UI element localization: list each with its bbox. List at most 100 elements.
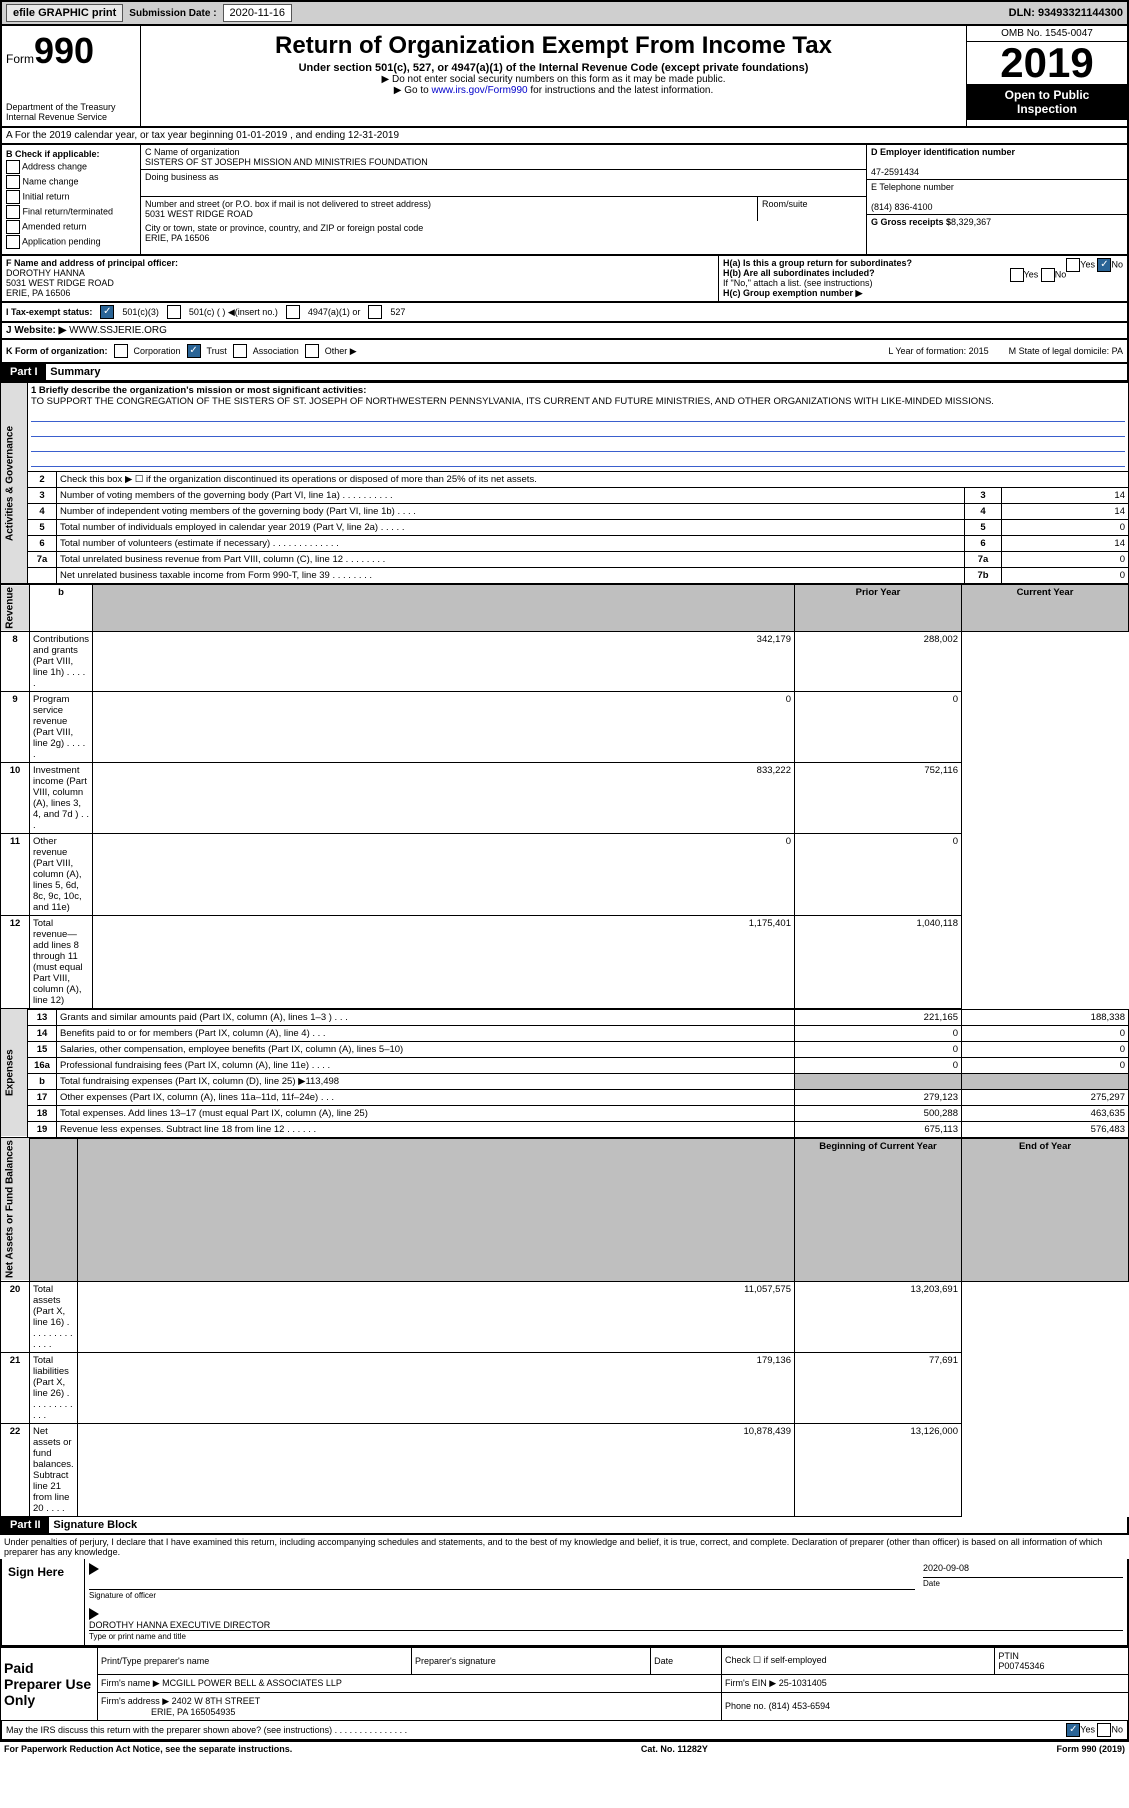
firm-addr: 2402 W 8TH STREET xyxy=(172,1696,261,1706)
irs: Internal Revenue Service xyxy=(6,112,136,122)
ftr-a: For Paperwork Reduction Act Notice, see … xyxy=(4,1744,292,1754)
firm-label: Firm's name ▶ xyxy=(101,1678,160,1688)
revenue-table: Revenue b Prior Year Current Year 8Contr… xyxy=(0,584,1129,1009)
firm-addr-label: Firm's address ▶ xyxy=(101,1696,169,1706)
ein-label: D Employer identification number xyxy=(871,147,1015,157)
firm-name: MCGILL POWER BELL & ASSOCIATES LLP xyxy=(162,1678,342,1688)
room-suite: Room/suite xyxy=(758,197,866,221)
telephone: (814) 836-4100 xyxy=(871,202,933,212)
org-name: SISTERS OF ST JOSEPH MISSION AND MINISTR… xyxy=(145,157,428,167)
form-header: Form990 Department of the Treasury Inter… xyxy=(0,26,1129,128)
chk-trust[interactable]: ✓ xyxy=(187,344,201,358)
dept-treasury: Department of the Treasury xyxy=(6,102,136,112)
form-subtitle: Under section 501(c), 527, or 4947(a)(1)… xyxy=(145,62,962,74)
ptin-label: PTIN xyxy=(998,1651,1019,1661)
k-row: K Form of organization: Corporation ✓Tru… xyxy=(0,340,1129,364)
gross-label: G Gross receipts $ xyxy=(871,217,951,227)
tax-year: 2019 xyxy=(967,42,1127,84)
ha-no[interactable]: ✓ xyxy=(1097,258,1111,272)
website-row: J Website: ▶ WWW.SSJERIE.ORG xyxy=(0,323,1129,340)
end-year-hdr: End of Year xyxy=(962,1138,1129,1281)
irs-link[interactable]: www.irs.gov/Form990 xyxy=(431,85,527,96)
perjury: Under penalties of perjury, I declare th… xyxy=(0,1535,1129,1559)
j-label: J Website: ▶ xyxy=(6,325,66,336)
top-bar: efile GRAPHIC print Submission Date : 20… xyxy=(0,0,1129,26)
note-1: ▶ Do not enter social security numbers o… xyxy=(145,74,962,85)
part2-tag: Part II xyxy=(2,1517,49,1533)
efile-print-button[interactable]: efile GRAPHIC print xyxy=(6,4,123,22)
expenses-table: Expenses13Grants and similar amounts pai… xyxy=(0,1009,1129,1138)
section-bcd: B Check if applicable: Address change Na… xyxy=(0,145,1129,256)
ein: 47-2591434 xyxy=(871,167,919,177)
chk-initial: Initial return xyxy=(6,190,136,204)
footer: For Paperwork Reduction Act Notice, see … xyxy=(0,1741,1129,1756)
mission-text: TO SUPPORT THE CONGREGATION OF THE SISTE… xyxy=(31,396,994,407)
discuss-yes[interactable]: ✓ xyxy=(1066,1723,1080,1737)
chk-527[interactable] xyxy=(368,305,382,319)
phone: (814) 453-6594 xyxy=(769,1701,831,1711)
discuss-row: May the IRS discuss this return with the… xyxy=(0,1721,1129,1741)
k-label: K Form of organization: xyxy=(6,346,108,356)
note-2b: for instructions and the latest informat… xyxy=(528,85,714,96)
chk-address: Address change xyxy=(6,160,136,174)
dba-label: Doing business as xyxy=(145,172,219,182)
ftr-c: Form 990 (2019) xyxy=(1056,1744,1125,1754)
officer-addr2: ERIE, PA 16506 xyxy=(6,288,70,298)
chk-501c3[interactable]: ✓ xyxy=(100,305,114,319)
date-cap: Date xyxy=(923,1579,940,1588)
note-2a: ▶ Go to xyxy=(394,85,432,96)
city-label: City or town, state or province, country… xyxy=(145,223,423,233)
typed-name: DOROTHY HANNA EXECUTIVE DIRECTOR xyxy=(89,1620,270,1630)
ha-yes[interactable] xyxy=(1066,258,1080,272)
chk-501c[interactable] xyxy=(167,305,181,319)
firm-ein: 25-1031405 xyxy=(779,1678,827,1688)
gross-receipts: 8,329,367 xyxy=(951,217,991,227)
ha-label: H(a) Is this a group return for subordin… xyxy=(723,258,912,268)
pub1: Open to Public xyxy=(971,88,1123,102)
chk-assoc[interactable] xyxy=(233,344,247,358)
firm-ein-label: Firm's EIN ▶ xyxy=(725,1678,776,1688)
street: 5031 WEST RIDGE ROAD xyxy=(145,209,253,219)
l-year: L Year of formation: 2015 xyxy=(888,346,988,356)
paid-label: Paid Preparer Use Only xyxy=(1,1647,98,1720)
c-name-label: C Name of organization xyxy=(145,147,240,157)
submission-label: Submission Date : xyxy=(129,8,216,19)
firm-city: ERIE, PA 165054935 xyxy=(151,1707,235,1717)
signature-block: Sign Here Signature of officer 2020-09-0… xyxy=(0,1559,1129,1647)
officer-addr1: 5031 WEST RIDGE ROAD xyxy=(6,278,114,288)
part1-title: Summary xyxy=(48,364,102,380)
discuss-no[interactable] xyxy=(1097,1723,1111,1737)
discuss-q: May the IRS discuss this return with the… xyxy=(6,1725,407,1735)
phone-label: Phone no. xyxy=(725,1701,766,1711)
dln: DLN: 93493321144300 xyxy=(1009,7,1123,19)
form-number: 990 xyxy=(34,30,94,71)
vtab-gov: Activities & Governance xyxy=(1,383,28,584)
chk-name: Name change xyxy=(6,175,136,189)
prep-date-hdr: Date xyxy=(651,1647,722,1674)
f-label: F Name and address of principal officer: xyxy=(6,258,178,268)
mission-q: 1 Briefly describe the organization's mi… xyxy=(31,385,366,396)
hb-yes[interactable] xyxy=(1010,268,1024,282)
chk-other[interactable] xyxy=(305,344,319,358)
tel-label: E Telephone number xyxy=(871,182,954,192)
prior-year-hdr: Prior Year xyxy=(795,585,962,632)
sig-officer-cap: Signature of officer xyxy=(89,1591,156,1600)
hb-no[interactable] xyxy=(1041,268,1055,282)
chk-corp[interactable] xyxy=(114,344,128,358)
part2-header: Part II Signature Block xyxy=(0,1517,1129,1535)
arrow-icon xyxy=(89,1608,99,1620)
sign-here: Sign Here xyxy=(2,1559,85,1645)
begin-year-hdr: Beginning of Current Year xyxy=(795,1138,962,1281)
sign-date: 2020-09-08 xyxy=(923,1563,969,1573)
current-year-hdr: Current Year xyxy=(962,585,1129,632)
officer-name: DOROTHY HANNA xyxy=(6,268,85,278)
vtab-rev: Revenue xyxy=(1,585,30,632)
chk-4947[interactable] xyxy=(286,305,300,319)
chk-amended: Amended return xyxy=(6,220,136,234)
tax-status-row: I Tax-exempt status: ✓501(c)(3) 501(c) (… xyxy=(0,303,1129,323)
submission-date: 2020-11-16 xyxy=(223,4,292,22)
chk-final: Final return/terminated xyxy=(6,205,136,219)
prep-sig-hdr: Preparer's signature xyxy=(412,1647,651,1674)
ftr-b: Cat. No. 11282Y xyxy=(641,1744,708,1754)
website: WWW.SSJERIE.ORG xyxy=(69,325,167,336)
